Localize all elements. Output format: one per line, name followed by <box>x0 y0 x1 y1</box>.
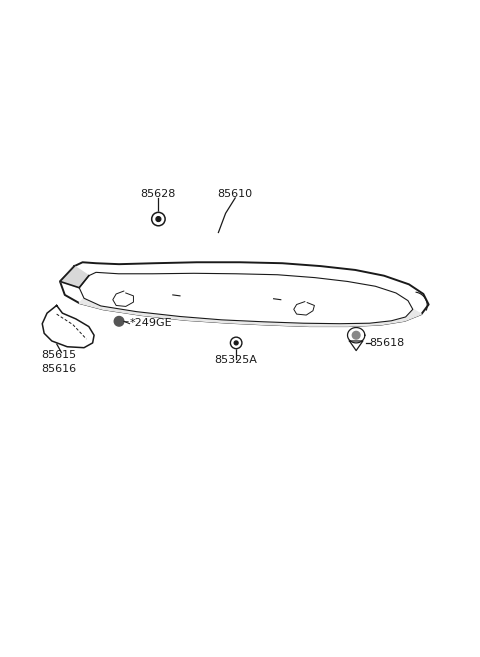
Polygon shape <box>79 298 421 326</box>
Text: 85615: 85615 <box>41 350 76 360</box>
Polygon shape <box>113 291 133 306</box>
Polygon shape <box>79 273 413 324</box>
Circle shape <box>156 217 161 221</box>
Polygon shape <box>348 328 365 343</box>
Text: 85628: 85628 <box>141 189 176 199</box>
Circle shape <box>152 212 165 226</box>
Polygon shape <box>294 302 314 315</box>
Text: 85610: 85610 <box>217 189 253 199</box>
Circle shape <box>114 317 124 326</box>
Text: 85618: 85618 <box>370 338 405 348</box>
Polygon shape <box>60 262 429 326</box>
Circle shape <box>230 337 242 349</box>
Circle shape <box>234 341 238 345</box>
Text: 85616: 85616 <box>41 364 76 374</box>
Polygon shape <box>349 341 363 351</box>
Text: *249GE: *249GE <box>130 318 172 328</box>
Text: 85325A: 85325A <box>214 355 257 365</box>
Circle shape <box>352 331 360 339</box>
Polygon shape <box>42 306 94 348</box>
Polygon shape <box>60 266 89 288</box>
